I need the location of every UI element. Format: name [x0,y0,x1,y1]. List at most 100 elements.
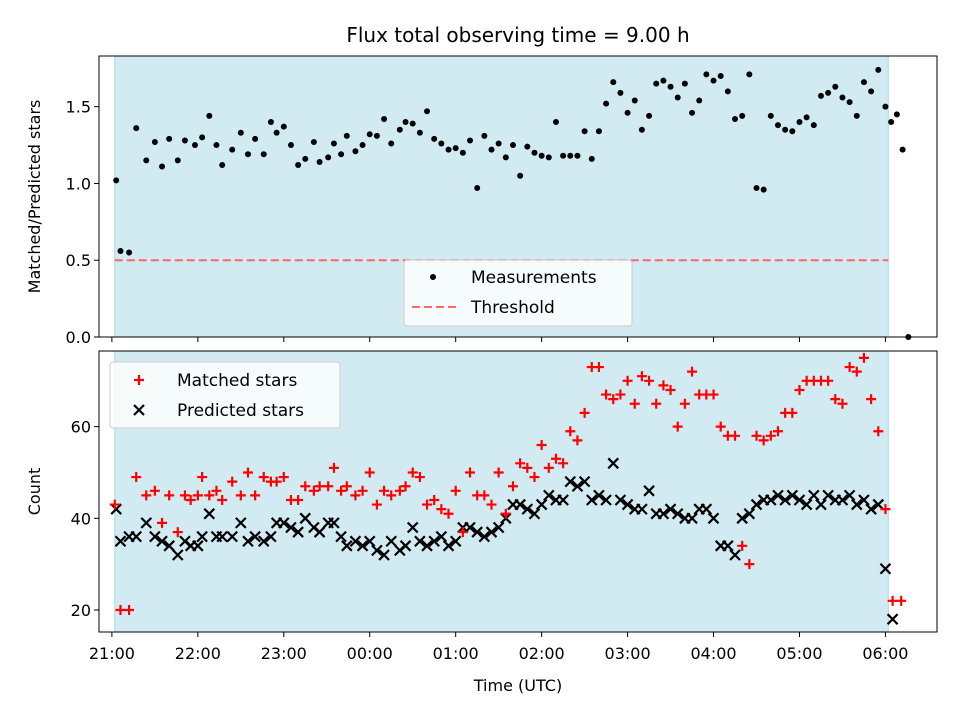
bottom-xtick-label: 05:00 [776,644,822,663]
predicted-star-point [707,512,720,525]
measurement-point [803,114,810,121]
predicted-star-point [535,498,548,511]
matched-star-point [457,527,468,538]
predicted-star-point [557,494,569,506]
predicted-star-point [585,494,598,506]
matched-star-point [436,504,447,515]
measurement-point [810,122,817,129]
measurement-point [431,135,438,142]
predicted-star-point [292,526,304,538]
measurement-point [796,119,803,126]
measurement-point [273,129,280,136]
measurement-point [502,154,509,161]
matched-star-point [109,499,120,510]
matched-star-point [823,375,834,386]
measurement-point [696,97,703,104]
bottom-xtick-label: 00:00 [347,644,393,663]
matched-star-point [486,499,497,510]
matched-star-point [300,481,311,492]
matched-star-point [593,362,604,373]
measurement-point [252,135,259,142]
matched-star-point [271,476,282,487]
measurement-point [538,152,545,159]
measurement-point [310,138,317,145]
measurement-point [588,155,595,162]
legend-threshold-label: Threshold [470,298,555,318]
matched-star-point [708,389,719,400]
matched-star-point [124,604,135,615]
measurement-point [343,132,350,139]
measurement-point [366,131,373,138]
matched-star-point [572,435,583,446]
matched-star-point [450,485,461,496]
bottom-xtick-label: 04:00 [690,644,736,663]
matched-star-point [400,481,411,492]
legend-predicted-label: Predicted stars [177,401,304,421]
measurement-point [574,152,581,159]
measurement-point [567,152,574,159]
bottom-ytick-label: 20 [71,601,91,620]
predicted-star-point [808,489,820,502]
predicted-star-point [815,498,827,511]
matched-star-point [715,421,726,432]
matched-star-point [601,389,612,400]
bottom-xtick-label: 21:00 [89,644,135,663]
bottom-ytick-label: 40 [71,509,91,528]
measurement-point [653,80,660,87]
predicted-star-point [335,530,347,543]
matched-star-point [737,540,748,551]
matched-star-point [658,380,669,391]
matched-star-point [751,430,762,441]
measurement-point [674,94,681,101]
predicted-star-point [843,489,856,502]
predicted-star-point [621,498,634,511]
matched-star-point [328,462,339,473]
predicted-star-point [235,517,247,529]
predicted-star-point [257,535,270,548]
measurement-point [595,128,602,135]
matched-star-point [887,595,898,606]
measurement-point [846,99,853,106]
measurement-point [133,125,140,132]
measurement-point [560,152,567,159]
measurement-point [893,111,900,118]
measurement-point [531,149,538,156]
predicted-star-point [130,530,143,543]
predicted-star-point [578,475,591,488]
measurement-point [495,140,502,147]
measurement-point [199,134,206,141]
measurement-point [581,128,588,135]
measurement-point [703,71,710,78]
predicted-star-point [593,489,605,502]
matched-star-point [500,508,511,519]
matched-star-point [293,494,304,505]
legend-matched-label: Matched stars [177,371,297,391]
matched-star-point [515,458,526,469]
bottom-xtick-label: 23:00 [261,644,307,663]
matched-star-point [185,494,196,505]
measurement-point [126,249,133,256]
legend-predicted-marker [133,404,145,416]
matched-star-point [479,490,490,501]
matched-star-point [558,458,569,469]
measurement-point [402,119,409,126]
measurement-point [882,103,889,110]
matched-star-point [242,467,253,478]
matched-star-point [765,430,776,441]
matched-star-point [830,394,841,405]
measurement-point [774,122,781,129]
top-ytick-label: 1.0 [66,174,91,193]
matched-star-point [204,490,215,501]
predicted-star-point [328,517,340,529]
matched-star-point [341,481,352,492]
matched-star-point [493,467,504,478]
measurement-point [373,132,380,139]
matched-star-point [629,398,640,409]
matched-star-point [197,472,208,483]
measurement-point [330,140,337,147]
measurement-point [782,126,789,133]
measurement-point [117,248,124,255]
predicted-star-point [765,494,777,506]
matched-star-point [164,490,175,501]
predicted-star-point [471,526,483,538]
